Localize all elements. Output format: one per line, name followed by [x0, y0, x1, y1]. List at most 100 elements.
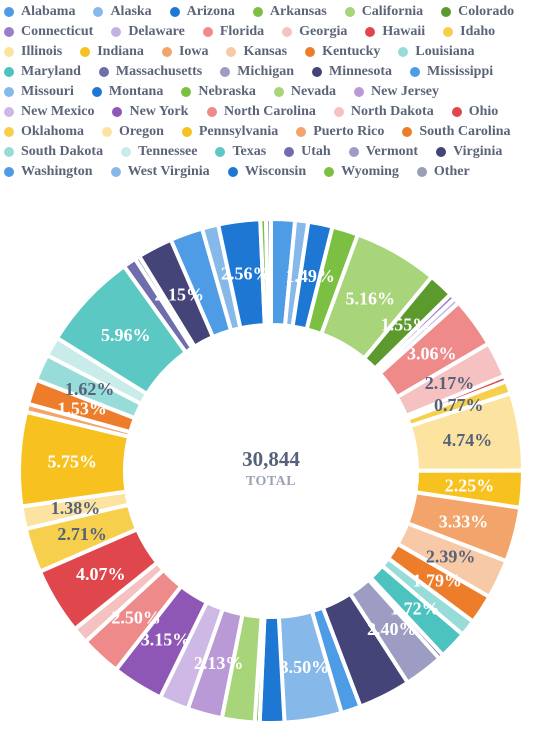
slice-label-ohio: 4.07%	[76, 564, 126, 584]
legend-item-vermont[interactable]: Vermont	[347, 142, 418, 162]
legend-item-alaska[interactable]: Alaska	[91, 2, 152, 22]
legend-item-north-carolina[interactable]: North Carolina	[205, 102, 316, 122]
legend-swatch	[252, 7, 263, 17]
legend-item-nevada[interactable]: Nevada	[272, 82, 336, 102]
slice-label-oklahoma: 2.71%	[57, 524, 107, 544]
legend-item-arkansas[interactable]: Arkansas	[251, 2, 327, 22]
legend-item-utah[interactable]: Utah	[282, 142, 331, 162]
legend-item-oregon[interactable]: Oregon	[100, 122, 164, 142]
center-total-caption: TOTAL	[246, 474, 296, 489]
legend-swatch	[312, 67, 322, 77]
legend-item-colorado[interactable]: Colorado	[439, 2, 514, 22]
slice-label-new-york: 3.15%	[141, 630, 191, 650]
legend-item-wyoming[interactable]: Wyoming	[322, 162, 399, 182]
legend-swatch	[98, 67, 109, 77]
slice-label-south-dakota: 1.62%	[65, 379, 115, 399]
legend-item-montana[interactable]: Montana	[90, 82, 163, 102]
legend-item-maryland[interactable]: Maryland	[2, 62, 81, 82]
legend-label: Puerto Rico	[313, 124, 385, 139]
legend-item-new-jersey[interactable]: New Jersey	[352, 82, 439, 102]
legend-label: Nevada	[290, 84, 337, 99]
legend-swatch	[220, 67, 231, 77]
legend-item-arizona[interactable]: Arizona	[168, 2, 235, 22]
legend-item-georgia[interactable]: Georgia	[280, 22, 347, 42]
legend-item-missouri[interactable]: Missouri	[2, 82, 74, 102]
legend-label: Maryland	[21, 64, 81, 79]
legend-label: Alaska	[110, 4, 152, 19]
legend-item-delaware[interactable]: Delaware	[109, 22, 185, 42]
legend-swatch	[416, 167, 427, 177]
slice-label-iowa: 3.33%	[439, 511, 489, 531]
legend-swatch	[344, 7, 355, 17]
legend-label: Indiana	[97, 44, 144, 59]
legend-item-washington[interactable]: Washington	[2, 162, 93, 182]
slice-label-indiana: 2.25%	[445, 475, 495, 495]
legend-item-alabama[interactable]: Alabama	[2, 2, 75, 22]
legend-label: Connecticut	[21, 24, 94, 39]
legend-item-mississippi[interactable]: Mississippi	[408, 62, 493, 82]
legend-swatch	[215, 147, 226, 157]
legend-label: Texas	[232, 144, 267, 159]
legend-item-illinois[interactable]: Illinois	[2, 42, 62, 62]
legend-label: North Dakota	[350, 104, 434, 119]
legend-item-idaho[interactable]: Idaho	[441, 22, 495, 42]
legend-item-wisconsin[interactable]: Wisconsin	[226, 162, 306, 182]
slice-label-kentucky: 1.79%	[413, 570, 463, 590]
legend-item-massachusetts[interactable]: Massachusetts	[97, 62, 202, 82]
slice-label-idaho: 0.77%	[434, 395, 484, 415]
legend-item-texas[interactable]: Texas	[213, 142, 266, 162]
legend-item-louisiana[interactable]: Louisiana	[396, 42, 475, 62]
legend-item-south-dakota[interactable]: South Dakota	[2, 142, 103, 162]
legend-label: California	[361, 4, 424, 19]
legend-swatch	[4, 27, 14, 37]
legend-item-virginia[interactable]: Virginia	[434, 142, 502, 162]
legend-item-kansas[interactable]: Kansas	[224, 42, 287, 62]
legend-item-kentucky[interactable]: Kentucky	[303, 42, 380, 62]
legend-swatch	[282, 27, 293, 37]
legend-swatch	[4, 7, 14, 17]
legend-item-oklahoma[interactable]: Oklahoma	[2, 122, 84, 142]
legend-item-iowa[interactable]: Iowa	[160, 42, 209, 62]
legend-item-north-dakota[interactable]: North Dakota	[332, 102, 434, 122]
legend-swatch	[333, 107, 344, 117]
legend-item-indiana[interactable]: Indiana	[78, 42, 144, 62]
slice-label-colorado: 1.55%	[381, 314, 431, 334]
legend-swatch	[354, 87, 364, 97]
legend-swatch	[4, 87, 14, 97]
legend-item-tennessee[interactable]: Tennessee	[119, 142, 197, 162]
legend-item-south-carolina[interactable]: South Carolina	[400, 122, 511, 142]
legend-item-connecticut[interactable]: Connecticut	[2, 22, 93, 42]
legend-item-ohio[interactable]: Ohio	[450, 102, 498, 122]
legend-label: New Jersey	[371, 84, 440, 99]
legend-label: Wyoming	[341, 164, 399, 179]
legend-swatch	[161, 47, 172, 57]
legend-label: Idaho	[460, 24, 496, 39]
legend-item-puerto-rico[interactable]: Puerto Rico	[294, 122, 384, 142]
slice-label-michigan: 2.40%	[367, 619, 417, 639]
legend-label: Louisiana	[415, 44, 475, 59]
legend-label: Oklahoma	[21, 124, 85, 139]
legend-item-michigan[interactable]: Michigan	[218, 62, 294, 82]
legend-swatch	[91, 87, 102, 97]
legend-swatch	[398, 47, 409, 57]
slice-label-georgia: 2.17%	[425, 373, 475, 393]
legend-item-west-virginia[interactable]: West Virginia	[109, 162, 210, 182]
legend-label: Illinois	[21, 44, 63, 59]
legend-item-california[interactable]: California	[343, 2, 423, 22]
legend-item-minnesota[interactable]: Minnesota	[310, 62, 392, 82]
legend-swatch	[111, 27, 122, 37]
legend-item-florida[interactable]: Florida	[201, 22, 264, 42]
legend-item-new-mexico[interactable]: New Mexico	[2, 102, 94, 122]
legend-item-hawaii[interactable]: Hawaii	[363, 22, 425, 42]
slice-other[interactable]	[264, 217, 273, 328]
legend-swatch	[4, 107, 14, 117]
legend-item-new-york[interactable]: New York	[110, 102, 188, 122]
legend-label: Minnesota	[329, 64, 392, 79]
legend-label: Other	[433, 164, 470, 179]
legend-label: Washington	[21, 164, 93, 179]
legend-item-pennsylvania[interactable]: Pennsylvania	[180, 122, 278, 142]
legend-item-other[interactable]: Other	[415, 162, 470, 182]
legend-item-nebraska[interactable]: Nebraska	[179, 82, 256, 102]
legend-label: Wisconsin	[244, 164, 307, 179]
